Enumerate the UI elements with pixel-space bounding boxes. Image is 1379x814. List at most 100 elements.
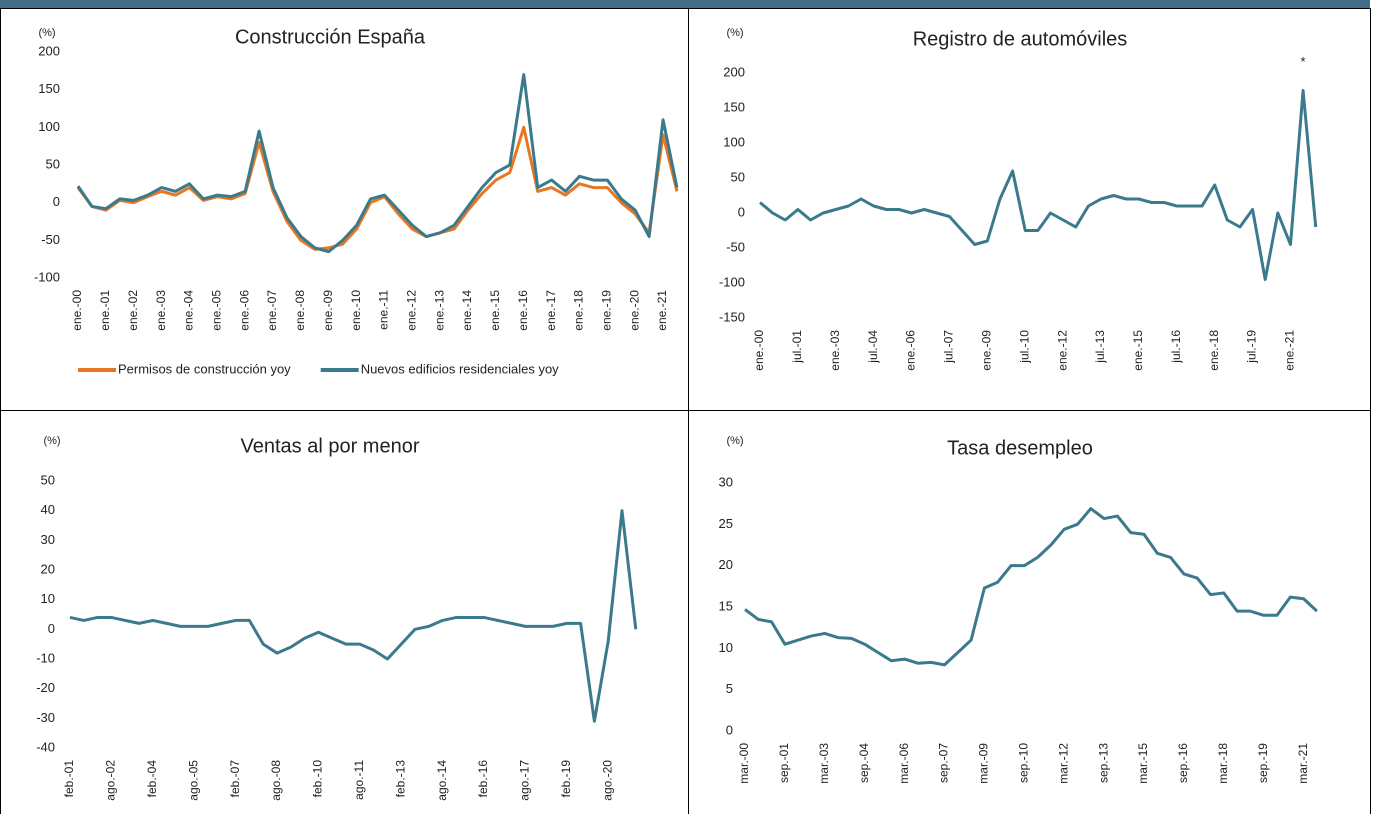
x-tick-label: ene.-16 [516, 290, 530, 331]
x-tick-label: feb.-13 [393, 760, 407, 798]
x-tick-label: mar.-03 [817, 743, 831, 784]
y-tick-label: 50 [46, 156, 60, 171]
x-tick-label: feb.-10 [311, 760, 325, 798]
x-tick-label: ene.-03 [154, 290, 168, 331]
x-tick-label: sep.-16 [1176, 743, 1190, 783]
y-tick-label: 20 [719, 557, 733, 572]
y-tick-label: 15 [719, 598, 733, 613]
y-tick-label: 50 [41, 472, 55, 487]
x-tick-label: ene.-09 [980, 330, 994, 371]
x-tick-label: ene.-14 [460, 290, 474, 331]
chart-title: Registro de automóviles [913, 28, 1128, 50]
y-tick-label: 25 [719, 516, 733, 531]
y-tick-label: -10 [36, 650, 55, 665]
y-tick-label: 30 [719, 474, 733, 489]
x-tick-label: ene.-18 [572, 290, 586, 331]
x-tick-label: sep.-07 [937, 743, 951, 783]
x-tick-label: sep.-10 [1016, 743, 1030, 783]
x-tick-label: mar.-06 [897, 743, 911, 784]
x-tick-label: jul.-19 [1245, 330, 1259, 364]
y-axis-label: (%) [38, 27, 55, 39]
y-tick-label: -20 [36, 680, 55, 695]
x-tick-label: ene.-17 [544, 290, 558, 331]
x-tick-label: ene.-04 [182, 290, 196, 331]
x-tick-label: ene.-21 [655, 290, 669, 331]
x-tick-label: ago.-14 [435, 760, 449, 801]
y-axis-label: (%) [43, 435, 60, 447]
x-tick-label: ago.-08 [269, 760, 283, 801]
series-line [76, 73, 679, 254]
y-axis-label: (%) [726, 435, 743, 447]
x-tick-label: ene.-19 [600, 290, 614, 331]
y-tick-label: 40 [41, 502, 55, 517]
x-tick-label: ago.-20 [600, 760, 614, 801]
y-tick-label: 100 [38, 119, 60, 134]
x-tick-label: ene.-12 [404, 290, 418, 331]
x-tick-label: feb.-04 [145, 760, 159, 798]
x-tick-label: ene.-09 [321, 290, 335, 331]
x-tick-label: ene.-03 [828, 330, 842, 371]
y-tick-label: -100 [34, 269, 60, 284]
y-axis-label: (%) [726, 27, 743, 39]
y-tick-label: 0 [738, 204, 745, 219]
y-tick-label: 150 [38, 81, 60, 96]
x-tick-label: jul.-16 [1169, 330, 1183, 364]
x-tick-label: ene.-06 [904, 330, 918, 371]
y-tick-label: 200 [38, 43, 60, 58]
y-tick-label: 10 [41, 591, 55, 606]
x-tick-label: ene.-05 [209, 290, 223, 331]
y-tick-label: -50 [726, 239, 745, 254]
x-tick-label: ene.-21 [1283, 330, 1297, 371]
x-tick-label: ago.-02 [104, 760, 118, 801]
x-tick-label: sep.-13 [1096, 743, 1110, 783]
x-tick-label: feb.-01 [62, 760, 76, 798]
header-bar [0, 0, 1370, 8]
series-line [76, 125, 679, 251]
x-tick-label: jul.-01 [790, 330, 804, 364]
x-tick-label: mar.-00 [737, 743, 751, 784]
y-tick-label: 150 [723, 99, 745, 114]
x-tick-label: sep.-04 [857, 743, 871, 783]
x-tick-label: ene.-10 [349, 290, 363, 331]
series-line [744, 507, 1318, 667]
x-tick-label: ene.-01 [98, 290, 112, 331]
y-tick-label: 10 [719, 640, 733, 655]
x-tick-label: mar.-18 [1216, 743, 1230, 784]
x-tick-label: jul.-04 [866, 330, 880, 364]
x-tick-label: sep.-01 [777, 743, 791, 783]
y-tick-label: -40 [36, 739, 55, 754]
chart-title: Construcción España [235, 26, 426, 48]
x-tick-label: ene.-02 [126, 290, 140, 331]
x-tick-label: ago.-17 [518, 760, 532, 801]
x-tick-label: sep.-19 [1256, 743, 1270, 783]
x-tick-label: jul.-07 [942, 330, 956, 364]
y-tick-label: -50 [41, 232, 60, 247]
x-tick-label: ene.-20 [627, 290, 641, 331]
y-tick-label: 0 [48, 621, 55, 636]
x-tick-label: ene.-15 [488, 290, 502, 331]
series-line [759, 89, 1318, 281]
x-tick-label: ene.-13 [432, 290, 446, 331]
legend-label: Permisos de construcción yoy [118, 361, 291, 376]
x-tick-label: ene.-08 [293, 290, 307, 331]
x-tick-label: ene.-12 [1055, 330, 1069, 371]
y-tick-label: -100 [719, 274, 745, 289]
y-tick-label: 0 [53, 194, 60, 209]
y-tick-label: 30 [41, 532, 55, 547]
panel [688, 8, 1371, 411]
x-tick-label: ene.-11 [377, 290, 391, 330]
x-tick-label: ene.-00 [70, 290, 84, 331]
annotation: * [1301, 54, 1306, 69]
x-tick-label: feb.-16 [476, 760, 490, 798]
chart-title: Tasa desempleo [947, 437, 1093, 459]
x-tick-label: ene.-00 [752, 330, 766, 371]
x-tick-label: ene.-15 [1131, 330, 1145, 371]
y-tick-label: 20 [41, 561, 55, 576]
y-tick-label: -150 [719, 309, 745, 324]
x-tick-label: ene.-06 [237, 290, 251, 331]
x-tick-label: ene.-07 [265, 290, 279, 331]
y-tick-label: -30 [36, 710, 55, 725]
x-tick-label: ago.-05 [186, 760, 200, 801]
x-tick-label: feb.-19 [559, 760, 573, 798]
